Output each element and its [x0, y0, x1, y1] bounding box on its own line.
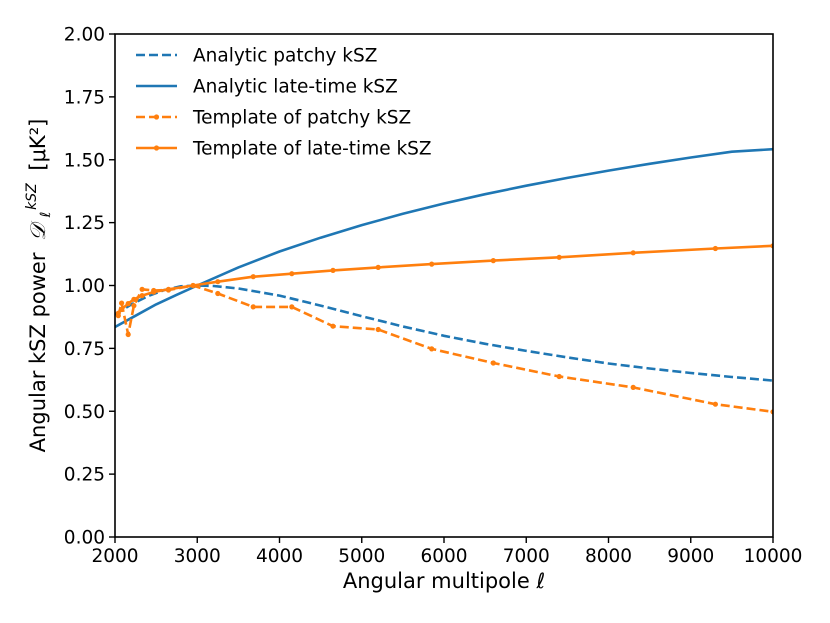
y-tick-label: 2.00: [64, 25, 105, 46]
x-tick-label: 8000: [585, 546, 632, 567]
series-4-point: [630, 250, 636, 256]
series-3-point: [139, 286, 145, 292]
series-3-point: [215, 290, 221, 297]
legend-marker-4: [153, 145, 160, 151]
series-4-point: [119, 306, 125, 312]
series-4-point: [330, 267, 336, 273]
series-4-point: [289, 271, 295, 277]
y-tick-label: 0.00: [64, 528, 105, 549]
y-tick-label: 1.00: [64, 276, 105, 297]
y-axis-label-unit: [μK²]: [26, 119, 50, 171]
y-axis-label-symbol: 𝒟: [26, 220, 50, 241]
series-4-point: [215, 279, 221, 285]
x-tick-label: 6000: [420, 546, 467, 567]
y-axis-label-superscript: kSZ: [24, 183, 40, 210]
series-line-2: [115, 147, 773, 329]
series-4-point: [556, 254, 562, 260]
series-3-point: [429, 346, 435, 352]
y-tick-label: 0.25: [64, 465, 105, 486]
x-axis-ticks: 2000 3000 4000 5000 6000 7000 8000 9000 10000: [91, 537, 802, 567]
y-tick-label: 1.25: [64, 213, 105, 234]
series-4-point: [151, 289, 157, 295]
legend-label-4: Template of late-time kSZ: [192, 139, 432, 160]
series-4-point: [125, 301, 131, 307]
y-axis-label: Angular kSZ power 𝒟 ℓ kSZ [μK²]: [17, 119, 55, 453]
series-4-point: [375, 264, 381, 270]
x-axis-label: Angular multipole ℓ: [343, 569, 545, 593]
y-tick-label: 1.50: [64, 150, 105, 171]
series-4-point: [712, 245, 719, 252]
series-3-point: [289, 304, 295, 310]
series-3-point: [630, 384, 636, 390]
series-4-point: [190, 282, 196, 289]
x-tick-label: 9000: [667, 546, 714, 567]
y-tick-label: 0.75: [64, 339, 105, 360]
y-tick-label: 0.50: [64, 402, 105, 423]
x-tick-label: 10000: [744, 546, 803, 567]
x-tick-label: 5000: [338, 546, 385, 567]
series-4-point: [165, 286, 172, 292]
y-axis-label-subscript: ℓ: [38, 212, 54, 219]
y-axis-label-text: Angular kSZ power: [26, 252, 50, 452]
series-4-point: [131, 296, 137, 302]
series-3-point: [712, 401, 719, 407]
legend-label-2: Analytic late-time kSZ: [193, 77, 398, 98]
series-4-point: [115, 310, 121, 316]
series-3-point: [375, 326, 381, 333]
y-tick-label: 1.75: [64, 87, 105, 108]
series-3-point: [490, 360, 496, 366]
series-4-point: [490, 258, 496, 264]
series-3-point: [125, 331, 131, 338]
series-4-point: [429, 261, 435, 267]
x-tick-label: 3000: [174, 546, 221, 567]
y-axis-ticks: 0.00 0.25 0.50 0.75 1.00 1.25 1.50 1.75 2.00: [64, 25, 115, 549]
series-3-point: [330, 323, 336, 329]
series-3-point: [119, 300, 125, 306]
x-tick-label: 4000: [256, 546, 303, 567]
series-line-1: [115, 284, 773, 382]
x-tick-label: 7000: [503, 546, 550, 567]
series-3-point: [131, 303, 137, 309]
legend-label-1: Analytic patchy kSZ: [193, 46, 377, 67]
series-3-point: [556, 373, 562, 380]
series-3-point: [250, 304, 256, 310]
legend-marker-3: [153, 114, 160, 120]
series-4-point: [250, 274, 256, 280]
x-tick-label: 2000: [91, 546, 138, 567]
legend: Analytic patchy kSZ Analytic late-time kS…: [136, 46, 432, 160]
series-line-3: [117, 284, 773, 414]
series-4-point: [139, 293, 145, 299]
legend-label-3: Template of patchy kSZ: [192, 108, 411, 129]
